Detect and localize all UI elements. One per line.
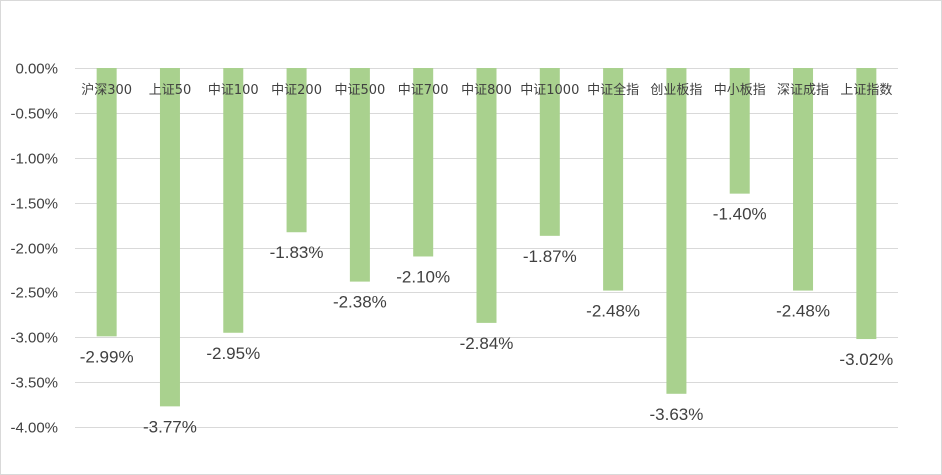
bar — [539, 68, 560, 236]
bar — [286, 68, 307, 233]
bar — [666, 68, 687, 394]
data-label: -2.38% — [333, 293, 387, 312]
category-label: 中证100 — [208, 83, 259, 98]
bar — [413, 68, 434, 257]
category-label: 中证800 — [461, 83, 512, 98]
data-label: -2.95% — [206, 344, 260, 363]
y-tick-label: -4.00% — [10, 420, 58, 437]
category-label: 中小板指 — [714, 83, 766, 98]
bar — [603, 68, 624, 291]
category-label: 中证1000 — [520, 83, 579, 98]
data-label: -2.84% — [460, 334, 514, 353]
category-label: 中证全指 — [587, 82, 639, 98]
y-tick-label: -1.00% — [10, 151, 58, 168]
category-label: 创业板指 — [650, 83, 702, 98]
category-label: 上证50 — [149, 83, 192, 98]
y-tick-label: -2.00% — [10, 241, 58, 258]
bar — [223, 68, 244, 333]
category-label: 上证指数 — [840, 83, 892, 98]
bar — [476, 68, 497, 323]
category-label: 中证500 — [334, 83, 385, 98]
bars — [96, 68, 877, 407]
category-label: 中证200 — [271, 83, 322, 98]
data-label: -3.77% — [143, 417, 197, 436]
y-tick-label: -3.50% — [10, 375, 58, 392]
data-labels: -2.99% -3.77% -2.95% -1.83% -2.38% -2.10% -2.8… — [80, 205, 894, 437]
data-label: -2.10% — [396, 267, 450, 286]
y-tick-label: -0.50% — [10, 106, 58, 123]
data-label: -3.02% — [839, 350, 893, 369]
data-label: -2.48% — [586, 302, 640, 321]
data-label: -2.48% — [776, 302, 830, 321]
y-axis-tick-labels: 0.00% -0.50% -1.00% -1.50% -2.00% -2.50% -3.00… — [10, 61, 58, 437]
y-tick-label: 0.00% — [15, 61, 58, 78]
bar — [729, 68, 750, 194]
y-tick-label: -3.00% — [10, 330, 58, 347]
y-tick-label: -1.50% — [10, 196, 58, 213]
bar — [96, 68, 117, 337]
category-label: 沪深300 — [81, 82, 132, 98]
data-label: -1.40% — [713, 205, 767, 224]
category-label: 中证700 — [398, 83, 449, 98]
bar — [349, 68, 370, 282]
data-label: -3.63% — [649, 405, 703, 424]
data-label: -1.87% — [523, 247, 577, 266]
category-labels: 沪深300 上证50 中证100 中证200 中证500 中证700 中证800 中证1000… — [81, 82, 892, 98]
bar — [159, 68, 180, 407]
data-label: -1.83% — [270, 243, 324, 262]
y-tick-label: -2.50% — [10, 285, 58, 302]
data-label: -2.99% — [80, 347, 134, 366]
bar — [856, 68, 877, 340]
bar — [793, 68, 814, 291]
category-label: 深证成指 — [777, 83, 829, 98]
